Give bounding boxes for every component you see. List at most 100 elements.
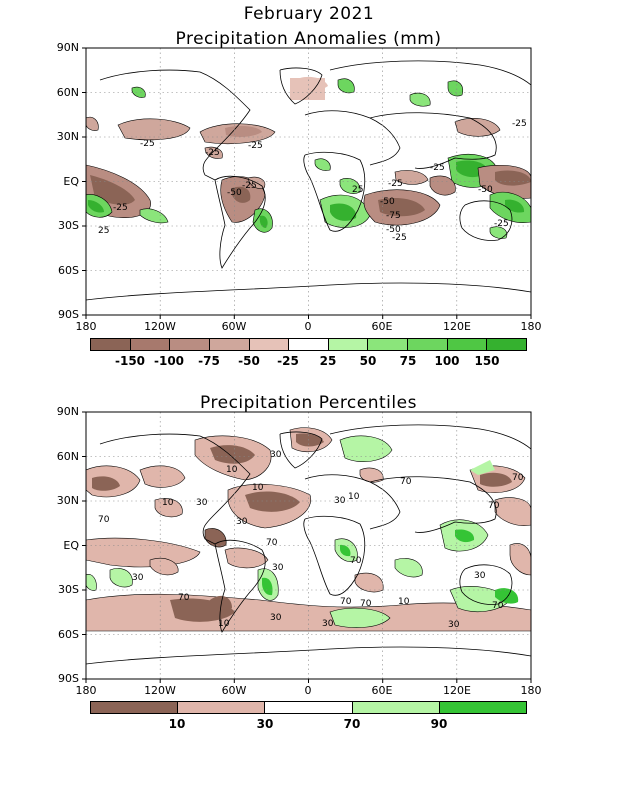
anomaly-contour-label: -25 xyxy=(430,163,445,173)
lat-label: 60S xyxy=(58,264,79,277)
anomaly-contour-label: -25 xyxy=(113,203,128,213)
percentile-colorbar xyxy=(90,701,527,714)
percentile-colorbar-label: 30 xyxy=(256,717,274,731)
percentile-contour-label: 10 xyxy=(398,597,410,607)
percentile-colorbar-swatch xyxy=(352,702,440,713)
anomaly-colorbar-label: -100 xyxy=(153,354,185,368)
anomaly-colorbar-label: -150 xyxy=(114,354,146,368)
lat-label: 60S xyxy=(58,628,79,641)
percentile-contour-label: 30 xyxy=(132,573,144,583)
coastlines-anomaly xyxy=(86,60,531,301)
percentile-contour-label: 10 xyxy=(252,483,264,493)
percentile-contour-label: 10 xyxy=(162,498,174,508)
anomaly-colorbar-swatch xyxy=(289,339,329,350)
anomaly-contour-label: 25 xyxy=(352,185,363,195)
percentile-colorbar-label: 70 xyxy=(343,717,361,731)
anomaly-contour-label: -25 xyxy=(242,181,257,191)
percentile-contour-label: 10 xyxy=(226,465,238,475)
percentile-contour-label: 70 xyxy=(360,599,372,609)
lat-label: 30N xyxy=(56,494,79,507)
anomaly-colorbar-label: 50 xyxy=(359,354,377,368)
lon-label: 180 xyxy=(520,320,542,333)
lat-label: 90S xyxy=(58,308,79,321)
anomaly-colorbar-swatch xyxy=(91,339,131,350)
percentile-contour-label: 30 xyxy=(272,563,284,573)
anomaly-colorbar-label: -75 xyxy=(198,354,220,368)
anomaly-contour-label: -25 xyxy=(205,148,220,158)
anomaly-colorbar-label: -50 xyxy=(238,354,260,368)
anomaly-colorbar-label: 75 xyxy=(399,354,417,368)
anomaly-colorbar-label: 100 xyxy=(434,354,460,368)
lon-label: 120E xyxy=(443,320,471,333)
coastlines-percentile xyxy=(86,424,531,665)
lon-label: 180 xyxy=(75,320,97,333)
percentile-contour-label: 70 xyxy=(488,501,500,511)
anomaly-colorbar-label: -25 xyxy=(277,354,299,368)
anomaly-contour-label: -50 xyxy=(386,225,401,235)
lon-label: 60E xyxy=(371,684,393,697)
percentile-colorbar-swatch xyxy=(265,702,353,713)
percentile-colorbar-swatch xyxy=(178,702,266,713)
lat-label: EQ xyxy=(63,539,79,552)
percentile-contour-label: 10 xyxy=(348,492,360,502)
anomaly-colorbar-label: 25 xyxy=(319,354,337,368)
anomaly-patch-n-pacific xyxy=(117,118,191,141)
anomaly-colorbar-swatch xyxy=(170,339,210,350)
lon-label: 0 xyxy=(304,684,312,697)
figure-title: February 2021 xyxy=(243,4,375,24)
lat-label: 90N xyxy=(56,405,79,418)
anomaly-panel-title: Precipitation Anomalies (mm) xyxy=(175,29,442,49)
lat-label: 60N xyxy=(56,450,79,463)
percentile-contour-labels: 30 10 10 70 10 30 70 30 10 70 30 70 70 3… xyxy=(98,450,524,630)
anomaly-colorbar-swatch xyxy=(408,339,448,350)
percentile-contour-label: 70 xyxy=(512,473,524,483)
anomaly-colorbar-swatch xyxy=(209,339,250,350)
percentile-colorbar-label: 90 xyxy=(430,717,448,731)
percentile-contour-label: 30 xyxy=(474,571,486,581)
percentile-colorbar-swatch xyxy=(91,702,179,713)
anomaly-contour-label: 25 xyxy=(98,226,109,236)
percentile-colorbar-swatch xyxy=(439,702,527,713)
lon-label: 120E xyxy=(443,684,471,697)
anomaly-colorbar-swatch xyxy=(130,339,171,350)
anomaly-colorbar-label: 150 xyxy=(474,354,500,368)
anomaly-contour-label: -50 xyxy=(478,185,493,195)
percentile-contour-label: 10 xyxy=(218,619,230,629)
anomaly-contour-labels: -25 -25 -25 -25 -50 -25 25 -25 -25 -50 -… xyxy=(98,119,527,243)
lon-label: 180 xyxy=(75,684,97,697)
percentile-panel-title: Precipitation Percentiles xyxy=(200,393,417,413)
percentile-contour-label: 70 xyxy=(266,538,278,548)
percentile-contour-label: 30 xyxy=(334,496,346,506)
anomaly-contour-label: -25 xyxy=(392,233,407,243)
anomaly-colorbar xyxy=(90,338,527,351)
lat-label: 90N xyxy=(56,41,79,54)
lat-label: 30S xyxy=(58,219,79,232)
lat-label: EQ xyxy=(63,175,79,188)
percentile-contour-label: 30 xyxy=(270,450,282,460)
lon-label: 120W xyxy=(144,684,176,697)
anomaly-colorbar-swatch xyxy=(447,339,488,350)
percentile-contour-label: 70 xyxy=(178,593,190,603)
percentile-contour-label: 70 xyxy=(492,601,504,611)
percentile-contour-label: 70 xyxy=(350,556,362,566)
lat-label: 60N xyxy=(56,86,79,99)
lon-label: 120W xyxy=(144,320,176,333)
anomaly-contour-label: -25 xyxy=(248,141,263,151)
percentile-contour-label: 30 xyxy=(196,498,208,508)
anomaly-contour-label: -50 xyxy=(380,197,395,207)
percentile-contour-label: 70 xyxy=(400,477,412,487)
anomaly-contour-label: -75 xyxy=(386,211,401,221)
lat-label: 90S xyxy=(58,672,79,685)
anomaly-colorbar-swatch xyxy=(487,339,527,350)
lon-label: 60W xyxy=(221,320,247,333)
percentile-contour-label: 30 xyxy=(270,613,282,623)
lon-label: 0 xyxy=(304,320,312,333)
percentile-contour-label: 30 xyxy=(448,620,460,630)
anomaly-colorbar-swatch xyxy=(368,339,409,350)
percentile-contour-label: 30 xyxy=(322,619,334,629)
lon-label: 60W xyxy=(221,684,247,697)
percentile-colorbar-label: 10 xyxy=(168,717,186,731)
percentile-contour-label: 30 xyxy=(236,517,248,527)
lat-label: 30S xyxy=(58,583,79,596)
